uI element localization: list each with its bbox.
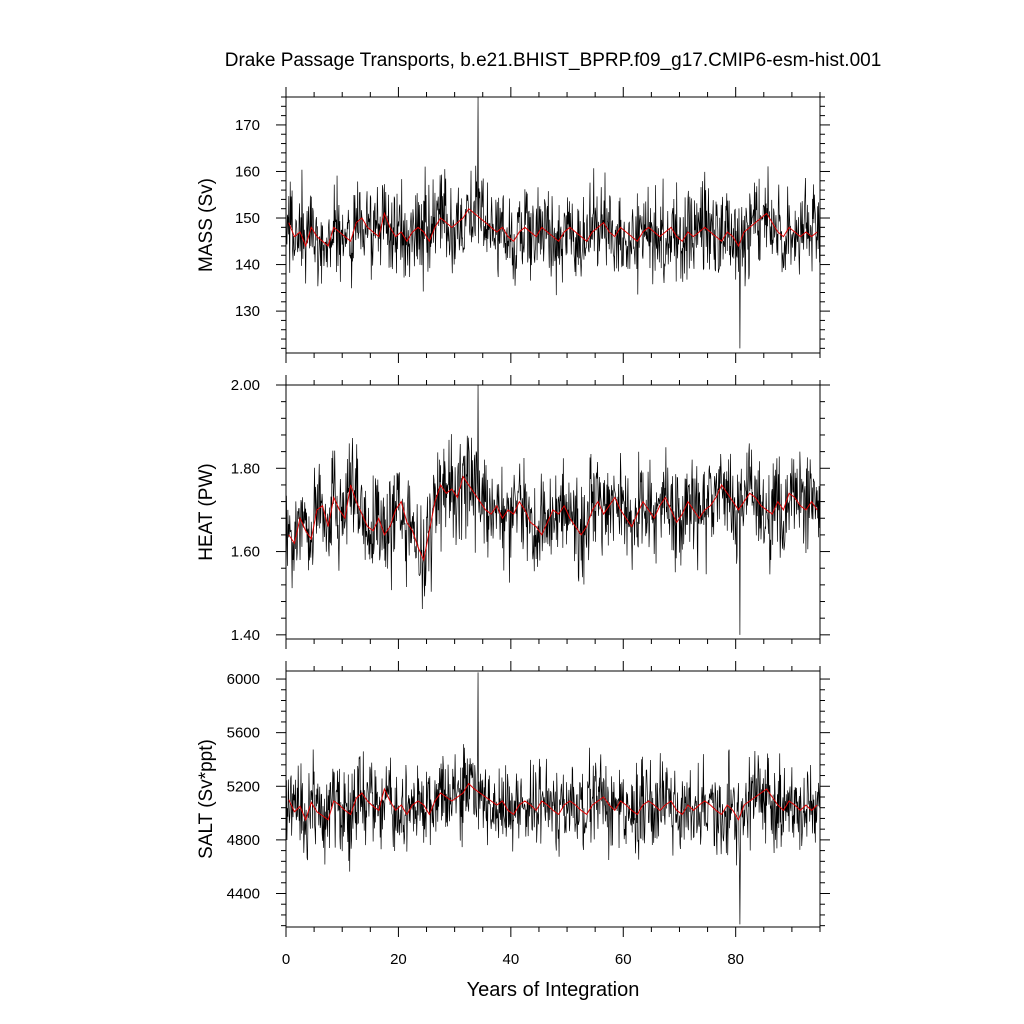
plot-frame bbox=[285, 384, 821, 640]
x-tick-label: 40 bbox=[502, 951, 519, 968]
chart-title: Drake Passage Transports, b.e21.BHIST_BP… bbox=[225, 50, 882, 71]
monthly-series-line bbox=[285, 384, 820, 635]
y-tick-label: 1.60 bbox=[231, 544, 260, 561]
y-tick-label: 2.00 bbox=[231, 377, 260, 394]
plot-frame bbox=[285, 670, 821, 928]
x-axis-label: Years of Integration bbox=[467, 979, 640, 1001]
y-axis-label: HEAT (PW) bbox=[196, 463, 217, 560]
y-tick-label: 150 bbox=[235, 210, 260, 227]
y-tick-label: 160 bbox=[235, 163, 260, 180]
y-tick-label: 6000 bbox=[227, 671, 260, 688]
x-tick-label: 20 bbox=[390, 951, 407, 968]
y-tick-label: 4400 bbox=[227, 885, 260, 902]
y-axis-label: MASS (Sv) bbox=[196, 178, 217, 272]
x-tick-label: 0 bbox=[282, 951, 290, 968]
monthly-series-line bbox=[285, 96, 820, 349]
annual-mean-line bbox=[288, 782, 818, 822]
annual-mean-line bbox=[288, 207, 818, 248]
monthly-series-line bbox=[285, 672, 820, 925]
y-tick-label: 170 bbox=[235, 117, 260, 134]
x-tick-label: 80 bbox=[727, 951, 744, 968]
y-tick-label: 5600 bbox=[227, 725, 260, 742]
y-tick-label: 130 bbox=[235, 303, 260, 320]
y-axis-label: SALT (Sv*ppt) bbox=[196, 739, 217, 859]
plot-frame bbox=[285, 96, 821, 354]
panels-group: 130 140 150 160 170 MASS (Sv) 1.40 1.60 1.80 2.00… bbox=[196, 87, 830, 968]
panel-1: 130 140 150 160 170 MASS (Sv) bbox=[196, 87, 830, 363]
y-tick-label: 5200 bbox=[227, 778, 260, 795]
panel-2: 1.40 1.60 1.80 2.00 HEAT (PW) bbox=[196, 375, 830, 649]
x-tick-label: 60 bbox=[615, 951, 632, 968]
y-tick-label: 4800 bbox=[227, 832, 260, 849]
y-tick-label: 1.80 bbox=[231, 460, 260, 477]
y-tick-label: 1.40 bbox=[231, 627, 260, 644]
y-tick-label: 140 bbox=[235, 257, 260, 274]
panel-3: 4400 4800 5200 5600 6000 SALT (Sv*ppt) bbox=[196, 661, 830, 937]
annual-mean-line bbox=[288, 475, 818, 562]
